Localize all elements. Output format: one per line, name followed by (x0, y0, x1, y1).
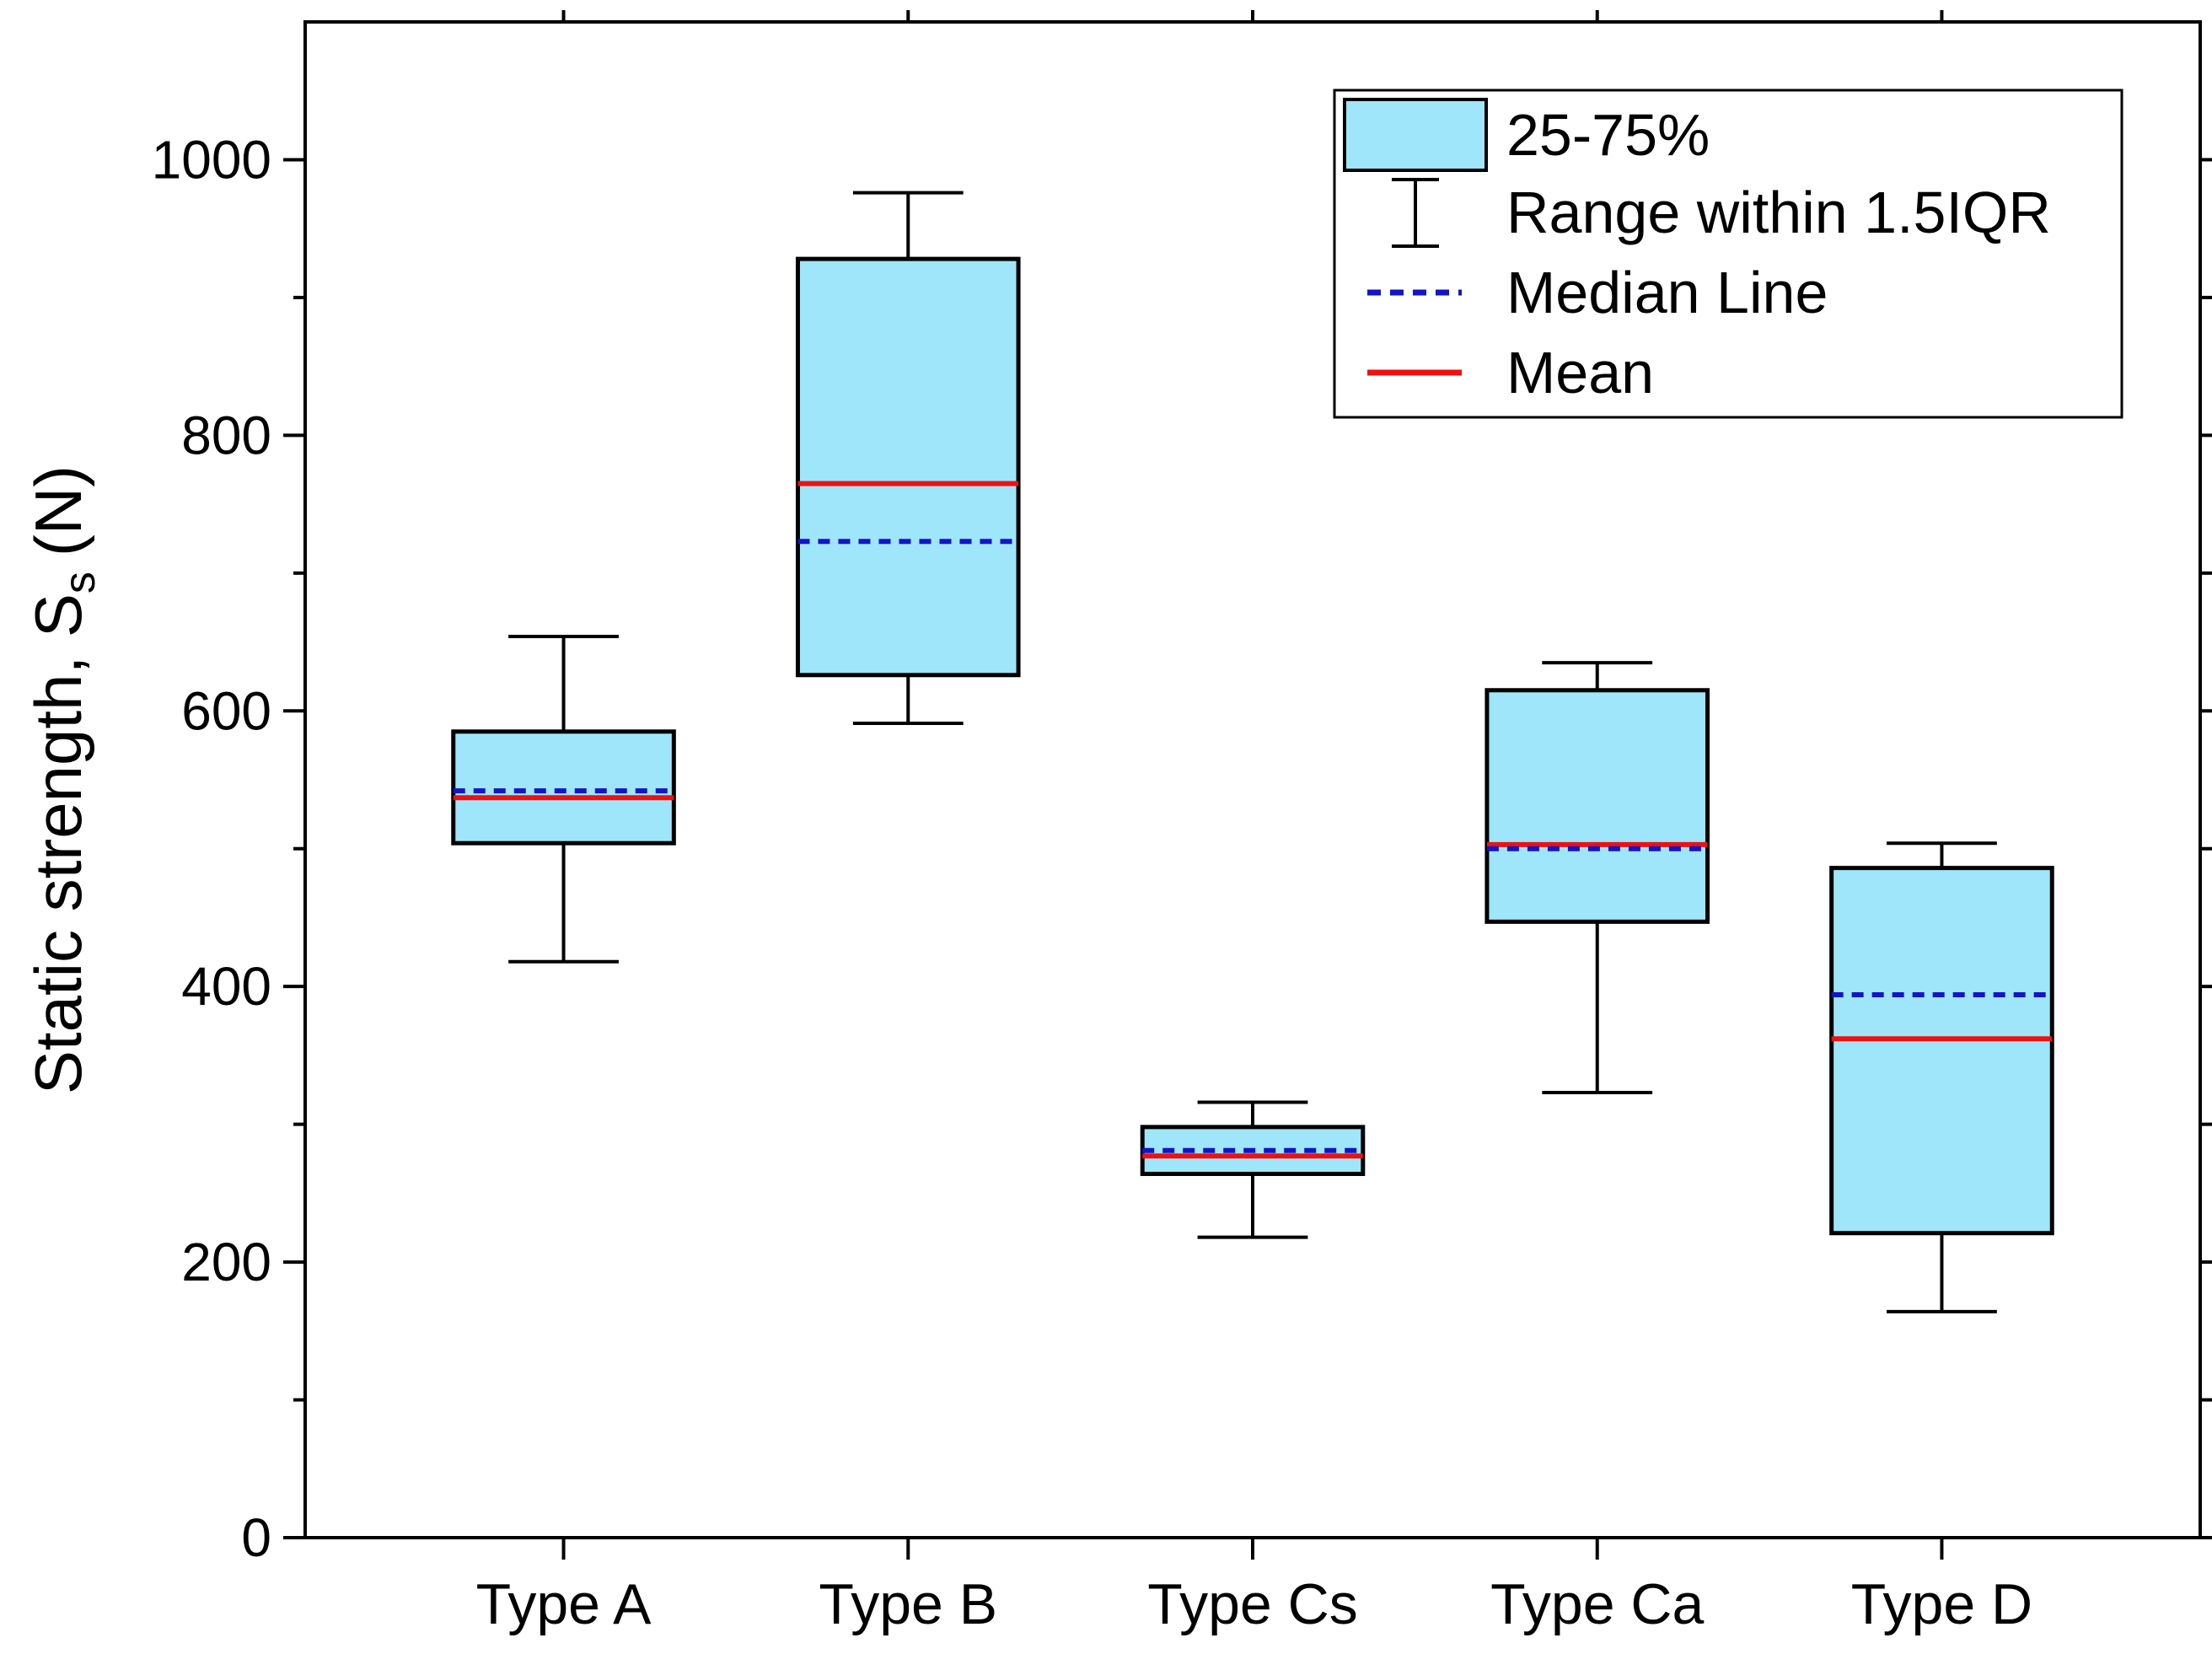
iqr-box-type-d (1829, 866, 2054, 1236)
y-axis-title: Static strength, Ss (N) (21, 465, 105, 1094)
box-type-cs (1140, 1100, 1366, 1239)
y-tick-label-600: 600 (181, 680, 271, 741)
plot-marks (451, 191, 2054, 1313)
box-type-b (795, 191, 1021, 725)
iqr-box-type-a (451, 729, 676, 846)
legend-median-label: Median Line (1506, 260, 1828, 325)
iqr-box-type-ca (1485, 688, 1710, 924)
box-type-d (1829, 841, 2054, 1313)
y-tick-label-800: 800 (181, 405, 271, 465)
x-tick-label-type-cs: Type Cs (1147, 1572, 1357, 1636)
x-tick-label-type-d: Type D (1851, 1572, 2032, 1636)
y-tick-label-400: 400 (181, 956, 271, 1017)
y-axis-title-unit: (N) (21, 465, 95, 556)
legend-whisker-label: Range within 1.5IQR (1506, 180, 2051, 245)
iqr-box-type-b (795, 256, 1021, 678)
legend: 25-75% Range within 1.5IQR Median Line M… (1333, 89, 2123, 419)
y-tick-label-200: 200 (181, 1232, 271, 1292)
legend-box-label: 25-75% (1506, 102, 1710, 168)
legend-box-swatch (1343, 98, 1488, 172)
x-tick-label-type-a: Type A (476, 1572, 652, 1636)
axes: 0 200 400 600 800 1000 Type A Type B Type Cs Type… (152, 10, 2212, 1636)
x-tick-label-type-ca: Type Ca (1490, 1572, 1704, 1636)
legend-mean-label: Mean (1506, 340, 1654, 405)
box-type-ca (1485, 661, 1710, 1095)
y-tick-label-1000: 1000 (152, 129, 271, 190)
y-axis-title-main: Static strength, S (21, 593, 95, 1094)
box-type-a (451, 635, 676, 964)
y-tick-label-0: 0 (241, 1507, 271, 1568)
legend-whisker-swatch (1392, 178, 1439, 248)
y-axis-title-subscript: s (56, 572, 105, 593)
x-tick-label-type-b: Type B (819, 1572, 997, 1636)
